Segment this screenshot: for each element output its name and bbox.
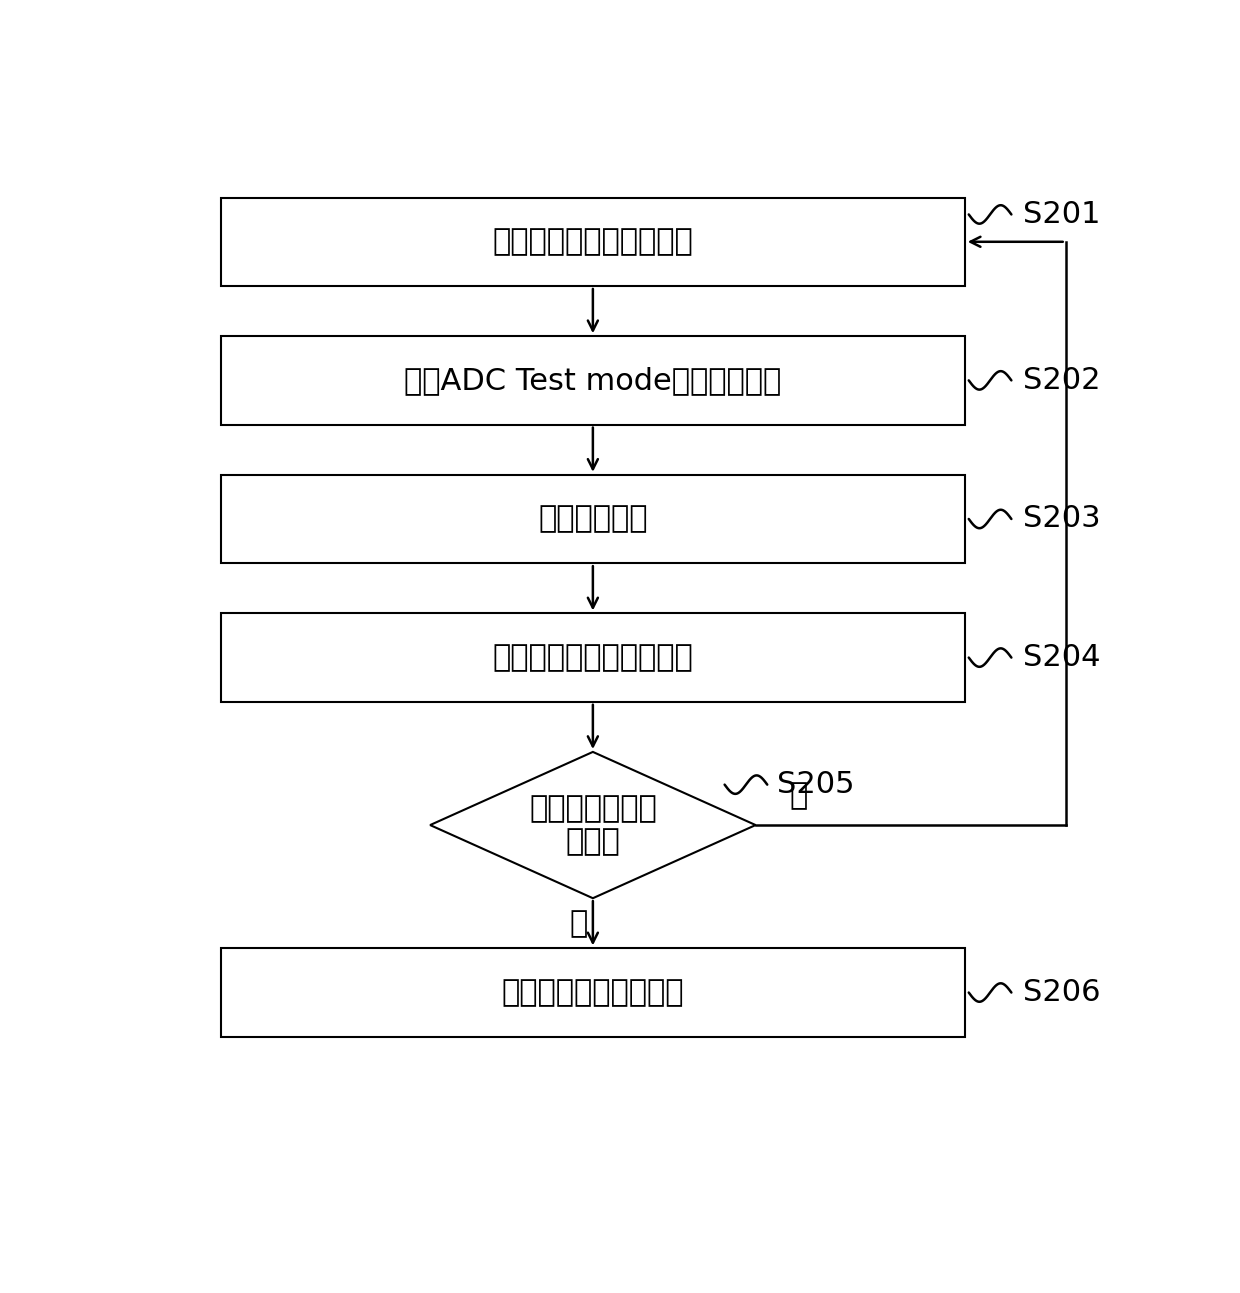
- Text: S204: S204: [1023, 643, 1101, 672]
- Polygon shape: [221, 948, 965, 1037]
- Text: S206: S206: [1023, 978, 1101, 1007]
- Polygon shape: [221, 336, 965, 424]
- Text: 是: 是: [570, 909, 588, 937]
- Text: 进行数据处理，坐标运算: 进行数据处理，坐标运算: [492, 643, 693, 672]
- Text: S203: S203: [1023, 504, 1101, 534]
- Polygon shape: [430, 753, 755, 899]
- Text: 等待正常自互容扫描结束: 等待正常自互容扫描结束: [492, 228, 693, 256]
- Text: 判断主动笔是否
被触摸: 判断主动笔是否 被触摸: [529, 794, 657, 856]
- Polygon shape: [221, 198, 965, 286]
- Text: 进行主动笔的压力解调: 进行主动笔的压力解调: [502, 978, 684, 1007]
- Text: 否: 否: [789, 781, 807, 809]
- Text: S201: S201: [1023, 200, 1101, 229]
- Polygon shape: [221, 613, 965, 702]
- Text: 启动正常扫描: 启动正常扫描: [538, 504, 647, 534]
- Text: S202: S202: [1023, 366, 1101, 394]
- Polygon shape: [221, 475, 965, 564]
- Text: S205: S205: [776, 771, 854, 799]
- Text: 进行ADC Test mode下的三次扫描: 进行ADC Test mode下的三次扫描: [404, 366, 781, 394]
